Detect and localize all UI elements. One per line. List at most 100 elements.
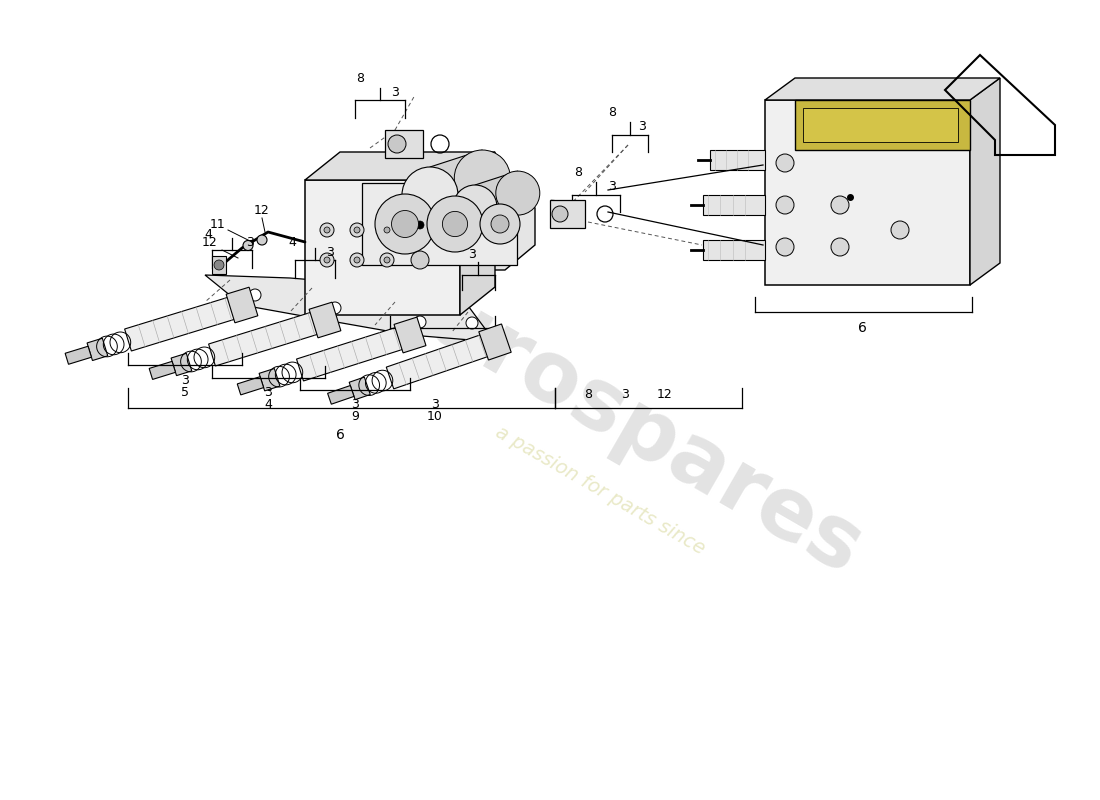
Circle shape <box>388 135 406 153</box>
Text: 3: 3 <box>431 398 439 410</box>
Circle shape <box>350 253 364 267</box>
Polygon shape <box>328 386 354 404</box>
Circle shape <box>350 223 364 237</box>
Bar <box>703 195 764 215</box>
Text: 3: 3 <box>638 119 646 133</box>
Text: 4: 4 <box>288 235 296 249</box>
Text: 11: 11 <box>210 218 225 231</box>
Circle shape <box>324 227 330 233</box>
Text: 8: 8 <box>608 106 616 118</box>
Circle shape <box>442 211 468 237</box>
Text: 4: 4 <box>205 229 212 242</box>
Text: 6: 6 <box>336 428 344 442</box>
Circle shape <box>354 227 360 233</box>
Circle shape <box>552 206 568 222</box>
Circle shape <box>320 253 334 267</box>
Text: a passion for parts since: a passion for parts since <box>492 422 708 558</box>
Circle shape <box>354 257 360 263</box>
Polygon shape <box>394 317 426 353</box>
Polygon shape <box>305 152 495 180</box>
Bar <box>550 200 585 228</box>
Text: 3: 3 <box>351 398 359 410</box>
Polygon shape <box>355 183 535 270</box>
Polygon shape <box>475 171 518 229</box>
Text: 3: 3 <box>469 249 476 262</box>
Circle shape <box>384 257 390 263</box>
Polygon shape <box>65 346 91 364</box>
Bar <box>764 100 970 285</box>
Text: 3: 3 <box>392 86 399 99</box>
Circle shape <box>392 210 418 238</box>
Circle shape <box>466 317 478 329</box>
Text: 10: 10 <box>427 410 443 422</box>
Polygon shape <box>209 309 329 366</box>
Circle shape <box>324 257 330 263</box>
Polygon shape <box>260 369 279 391</box>
Bar <box>803 108 958 142</box>
Circle shape <box>891 221 909 239</box>
Bar <box>703 240 764 260</box>
Text: 12: 12 <box>254 203 270 217</box>
Circle shape <box>776 196 794 214</box>
Text: 8: 8 <box>356 71 364 85</box>
Text: 3: 3 <box>326 246 334 258</box>
Text: 3: 3 <box>264 386 272 398</box>
Polygon shape <box>87 338 108 361</box>
Polygon shape <box>764 78 1000 100</box>
Circle shape <box>427 196 483 252</box>
Polygon shape <box>430 150 482 223</box>
Circle shape <box>379 253 394 267</box>
Circle shape <box>329 302 341 314</box>
Polygon shape <box>309 302 341 338</box>
Ellipse shape <box>402 167 458 223</box>
Circle shape <box>830 238 849 256</box>
Circle shape <box>480 204 520 244</box>
Polygon shape <box>172 354 191 376</box>
Circle shape <box>384 227 390 233</box>
Circle shape <box>830 196 849 214</box>
Bar <box>305 180 460 315</box>
Circle shape <box>375 194 434 254</box>
Circle shape <box>491 215 509 233</box>
Bar <box>795 100 970 150</box>
Ellipse shape <box>257 235 267 245</box>
Text: 3: 3 <box>621 389 629 402</box>
Circle shape <box>379 223 394 237</box>
Ellipse shape <box>454 150 510 206</box>
Circle shape <box>249 289 261 301</box>
Bar <box>385 130 424 158</box>
Polygon shape <box>124 294 245 351</box>
Bar <box>362 183 517 265</box>
Text: 8: 8 <box>574 166 582 178</box>
Text: 3: 3 <box>246 235 254 249</box>
Text: 3: 3 <box>182 374 189 386</box>
Circle shape <box>416 221 424 229</box>
Text: 12: 12 <box>657 389 673 402</box>
Circle shape <box>320 223 334 237</box>
Circle shape <box>411 251 429 269</box>
Bar <box>710 150 764 170</box>
Polygon shape <box>227 287 257 323</box>
Polygon shape <box>970 78 1000 285</box>
Text: 4: 4 <box>264 398 272 410</box>
Circle shape <box>214 260 224 270</box>
Text: 12: 12 <box>202 237 218 250</box>
Polygon shape <box>386 331 498 389</box>
Ellipse shape <box>243 241 253 250</box>
Polygon shape <box>150 362 176 379</box>
Polygon shape <box>205 275 495 342</box>
Circle shape <box>776 238 794 256</box>
Polygon shape <box>478 324 512 360</box>
Circle shape <box>414 316 426 328</box>
Polygon shape <box>238 377 264 395</box>
Bar <box>212 256 226 274</box>
Text: 3: 3 <box>608 179 616 193</box>
Polygon shape <box>460 152 495 315</box>
Text: 5: 5 <box>182 386 189 398</box>
Circle shape <box>776 154 794 172</box>
Ellipse shape <box>453 185 497 229</box>
Text: eurospares: eurospares <box>363 248 877 592</box>
Polygon shape <box>349 377 371 400</box>
Polygon shape <box>297 324 414 381</box>
Ellipse shape <box>496 171 540 215</box>
